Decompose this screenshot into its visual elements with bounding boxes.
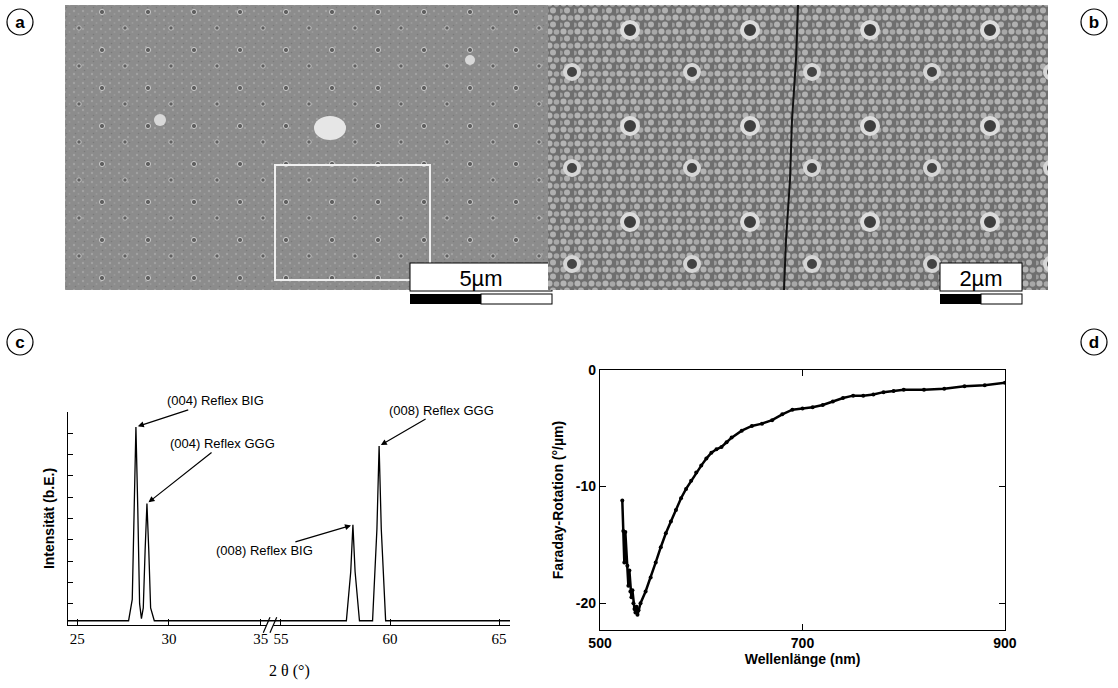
svg-text:(004) Reflex GGG: (004) Reflex GGG: [170, 436, 275, 451]
svg-text:(004) Reflex BIG: (004) Reflex BIG: [167, 393, 264, 408]
svg-text:-20: -20: [576, 595, 596, 611]
svg-text:60: 60: [383, 631, 398, 647]
svg-text:Faraday-Rotation (°/µm): Faraday-Rotation (°/µm): [550, 421, 566, 579]
svg-text:a: a: [15, 13, 25, 32]
svg-text:2 θ (°): 2 θ (°): [269, 662, 310, 680]
svg-text:700: 700: [791, 635, 815, 651]
svg-text:35: 35: [253, 631, 268, 647]
svg-text:-10: -10: [576, 478, 596, 494]
svg-text:d: d: [1089, 333, 1099, 352]
svg-text:b: b: [1089, 13, 1099, 32]
svg-text:2µm: 2µm: [959, 266, 1002, 291]
svg-text:Wellenlänge (nm): Wellenlänge (nm): [745, 651, 861, 667]
svg-text:5µm: 5µm: [459, 266, 502, 291]
svg-text:900: 900: [993, 635, 1017, 651]
svg-text:c: c: [15, 333, 24, 352]
svg-text:0: 0: [588, 362, 596, 378]
svg-text:65: 65: [492, 631, 507, 647]
svg-text:30: 30: [161, 631, 176, 647]
svg-text:25: 25: [70, 631, 85, 647]
svg-text:500: 500: [588, 635, 612, 651]
svg-text:(008) Reflex BIG: (008) Reflex BIG: [216, 543, 313, 558]
svg-text:55: 55: [273, 631, 288, 647]
svg-text:(008) Reflex GGG: (008) Reflex GGG: [389, 403, 494, 418]
svg-text:Intensität (b.E.): Intensität (b.E.): [41, 468, 57, 569]
